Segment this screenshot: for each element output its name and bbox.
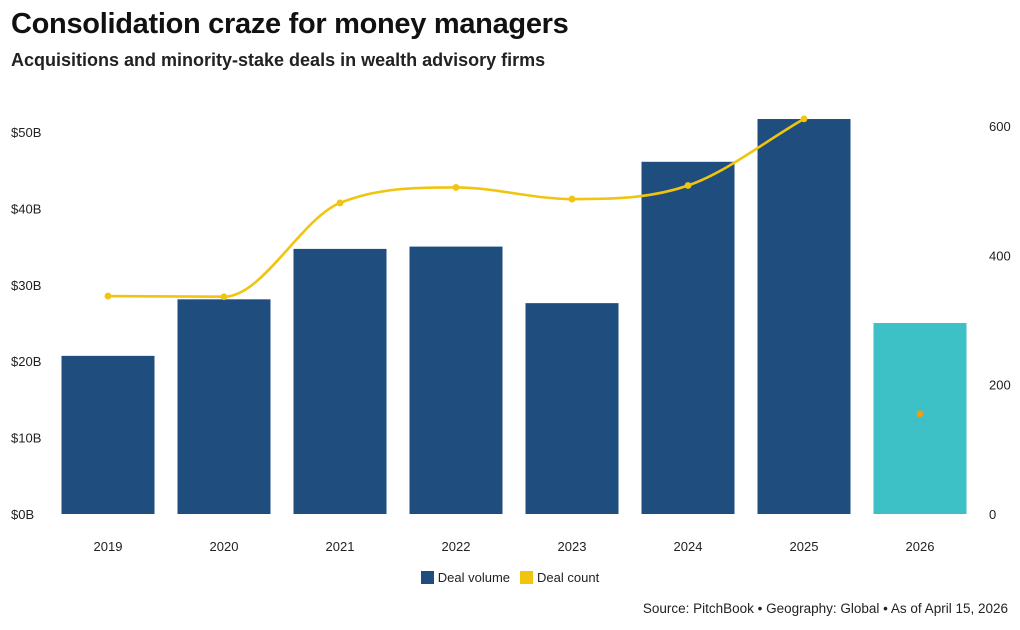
bar-2024 — [641, 161, 735, 514]
deal-count-point-2023 — [568, 195, 576, 203]
deal-count-point-2025 — [800, 115, 808, 123]
legend-item-deal-volume: Deal volume — [420, 570, 511, 585]
legend-swatch-deal-count — [520, 571, 534, 584]
x-tick-label-2021: 2021 — [326, 539, 355, 554]
bar-2023 — [525, 303, 619, 514]
x-axis: 2019 2020 2021 2022 2023 2024 2025 2026 — [94, 539, 935, 554]
x-tick-label-2025: 2025 — [790, 539, 819, 554]
bar-2025 — [757, 119, 851, 515]
legend-swatch-deal-volume — [420, 571, 434, 584]
x-tick-label-2026: 2026 — [906, 539, 935, 554]
x-tick-label-2024: 2024 — [674, 539, 703, 554]
deal-count-point-2022 — [452, 184, 460, 191]
deal-count-line — [104, 115, 924, 418]
chart-subtitle: Acquisitions and minority-stake deals in… — [11, 50, 546, 70]
x-tick-label-2019: 2019 — [94, 539, 123, 554]
left-y-axis: $0B $10B $20B $30B $40B $50B — [11, 125, 41, 522]
bar-2019 — [61, 355, 155, 514]
legend-label-deal-count: Deal count — [537, 570, 600, 585]
right-tick-label: 600 — [989, 119, 1011, 134]
deal-count-point-2019 — [104, 292, 112, 300]
x-tick-label-2023: 2023 — [558, 539, 587, 554]
left-tick-label: $20B — [11, 354, 41, 369]
deal-count-point-2020 — [220, 293, 228, 301]
right-tick-label: 0 — [989, 507, 996, 522]
bar-2020 — [177, 299, 271, 514]
right-tick-label: 400 — [989, 248, 1011, 263]
bar-2022 — [409, 246, 503, 514]
legend-item-deal-count: Deal count — [520, 570, 599, 585]
left-tick-label: $30B — [11, 278, 41, 293]
x-tick-label-2020: 2020 — [210, 539, 239, 554]
right-y-axis: 0 200 400 600 — [989, 119, 1011, 522]
legend-label-deal-volume: Deal volume — [437, 570, 511, 585]
bar-2021 — [293, 248, 387, 514]
legend: Deal volume Deal count — [0, 570, 1020, 585]
deal-count-point-2024 — [684, 182, 692, 189]
x-tick-label-2022: 2022 — [442, 539, 471, 554]
deal-count-point-2026 — [916, 410, 924, 418]
deal-count-point-2021 — [336, 199, 344, 207]
source-note: Source: PitchBook • Geography: Global • … — [642, 601, 1008, 616]
left-tick-label: $50B — [11, 125, 41, 140]
deal-volume-bars — [61, 119, 967, 515]
bar-2026 — [873, 323, 967, 514]
left-tick-label: $0B — [11, 507, 34, 522]
left-tick-label: $40B — [11, 201, 41, 216]
right-tick-label: 200 — [989, 378, 1011, 393]
left-tick-label: $10B — [11, 431, 41, 446]
chart-title: Consolidation craze for money managers — [11, 8, 569, 40]
